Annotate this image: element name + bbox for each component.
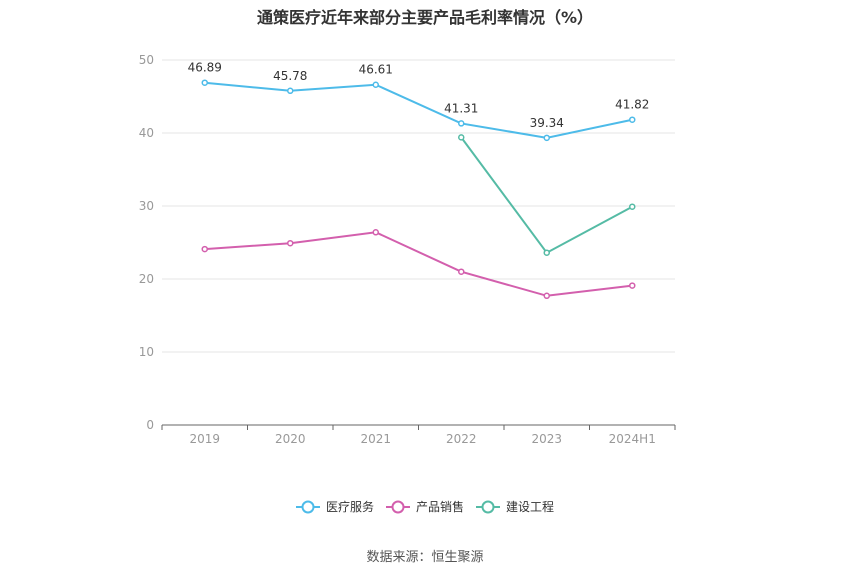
series-line-1 xyxy=(204,81,633,139)
series-lines xyxy=(201,79,636,300)
data-label: 39.34 xyxy=(530,116,564,130)
chart-title: 通策医疗近年来部分主要产品毛利率情况（%） xyxy=(256,8,594,27)
data-source: 数据来源：恒生聚源 xyxy=(366,550,484,565)
axes: 0 10 20 30 40 50 2019 2020 2021 2022 2023 2024H1 xyxy=(139,53,676,446)
data-label: 41.31 xyxy=(444,101,478,115)
data-point xyxy=(372,81,379,88)
data-label: 46.89 xyxy=(188,61,222,75)
legend-marker xyxy=(391,500,405,514)
legend-marker xyxy=(301,500,315,514)
series-line-3 xyxy=(460,136,633,255)
legend-label: 建设工程 xyxy=(506,499,554,514)
data-point xyxy=(458,120,465,127)
x-tick-label: 2021 xyxy=(360,432,391,446)
data-point xyxy=(543,134,550,142)
x-tick-label: 2023 xyxy=(531,432,562,446)
data-point xyxy=(543,292,550,300)
legend-marker xyxy=(481,500,495,514)
x-tick-label: 2020 xyxy=(275,432,306,446)
y-tick-label: 30 xyxy=(139,199,154,213)
y-tick-label: 0 xyxy=(146,418,154,432)
legend: 医疗服务 产品销售 建设工程 xyxy=(296,499,554,514)
data-point xyxy=(458,134,465,141)
data-point xyxy=(201,245,208,253)
legend-item-3: 建设工程 xyxy=(476,499,554,514)
data-point xyxy=(287,87,294,95)
data-point xyxy=(629,116,636,123)
data-label: 45.78 xyxy=(273,69,307,83)
data-point xyxy=(458,268,465,275)
data-point xyxy=(201,79,208,86)
data-point xyxy=(287,239,294,247)
y-tick-label: 10 xyxy=(139,345,154,359)
data-labels: 46.89 45.78 46.61 41.31 39.34 41.82 xyxy=(188,61,650,130)
legend-item-2: 产品销售 xyxy=(386,499,464,514)
x-tick-label: 2024H1 xyxy=(609,432,656,446)
y-tick-label: 50 xyxy=(139,53,154,67)
data-point xyxy=(629,203,636,210)
legend-item-1: 医疗服务 xyxy=(296,499,374,514)
y-tick-label: 40 xyxy=(139,126,154,140)
data-point xyxy=(543,249,550,256)
legend-label: 产品销售 xyxy=(416,499,464,514)
x-tick-label: 2022 xyxy=(446,432,477,446)
series-line-2 xyxy=(204,231,633,297)
data-point xyxy=(629,282,636,289)
data-point xyxy=(372,229,379,236)
x-tick-label: 2019 xyxy=(189,432,220,446)
y-tick-label: 20 xyxy=(139,272,154,286)
data-label: 46.61 xyxy=(359,63,393,77)
legend-label: 医疗服务 xyxy=(326,499,374,514)
data-label: 41.82 xyxy=(615,98,649,112)
grid-lines xyxy=(162,59,675,353)
